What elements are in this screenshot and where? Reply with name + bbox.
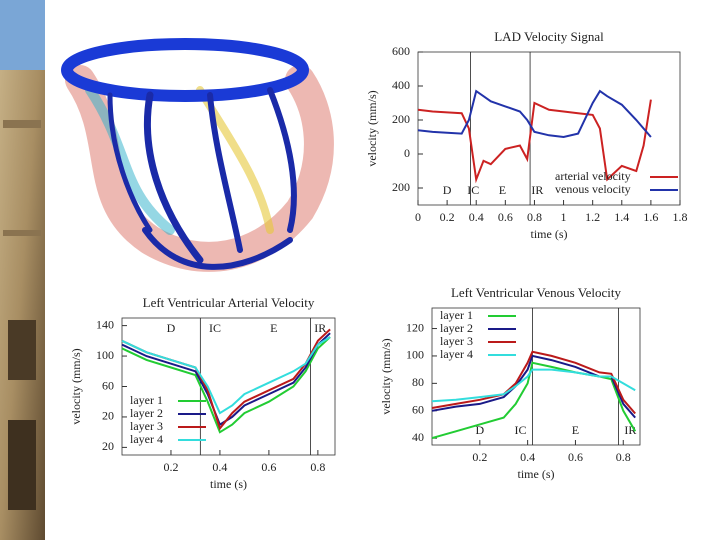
charts: LAD Velocity Signal time (s) velocity (mm/…: [69, 29, 688, 491]
x-axis-label: time (s): [531, 227, 568, 241]
phase-label: E: [270, 321, 277, 335]
phase-label: IC: [467, 183, 479, 197]
y-tick-label: 60: [102, 378, 114, 392]
chart-title: Left Ventricular Arterial Velocity: [143, 295, 315, 310]
y-tick-label: 120: [406, 320, 424, 334]
x-axis-label: time (s): [210, 477, 247, 491]
legend-label: layer 1: [130, 393, 163, 407]
phase-label: E: [572, 423, 579, 437]
x-axis-label: time (s): [518, 467, 555, 481]
phase-label: D: [443, 183, 452, 197]
legend-label: layer 1: [440, 308, 473, 322]
y-axis-label: velocity (mm/s): [69, 348, 83, 424]
phase-label: IC: [514, 423, 526, 437]
y-tick-label: 140: [96, 317, 114, 331]
y-tick-label: 200: [392, 180, 410, 194]
data-line: [121, 336, 331, 434]
chart-title: LAD Velocity Signal: [494, 29, 604, 44]
legend-label: layer 2: [440, 321, 473, 335]
y-tick-label: 20: [102, 409, 114, 423]
y-tick-label: 100: [406, 348, 424, 362]
data-line: [121, 332, 331, 427]
y-tick-label: 600: [392, 44, 410, 58]
y-tick-label: 40: [412, 430, 424, 444]
legend-label: venous velocity: [555, 182, 631, 196]
x-tick-label: 0.8: [310, 460, 325, 474]
y-tick-label: 100: [96, 348, 114, 362]
x-tick-label: 0.8: [616, 450, 631, 464]
plot-frame: [431, 307, 641, 446]
x-tick-label: 1: [561, 210, 567, 224]
y-tick-label: 400: [392, 78, 410, 92]
data-line: [431, 350, 636, 415]
x-tick-label: 0.6: [568, 450, 583, 464]
x-tick-label: 0.6: [498, 210, 513, 224]
y-tick-label: 80: [412, 375, 424, 389]
data-line: [417, 89, 652, 139]
plot-frame: [417, 51, 681, 206]
x-tick-label: 0: [415, 210, 421, 224]
x-tick-label: 0.4: [212, 460, 227, 474]
data-line: [121, 336, 331, 415]
phase-label: D: [475, 423, 484, 437]
y-tick-label: 60: [412, 403, 424, 417]
phase-label: D: [167, 321, 176, 335]
y-tick-label: 200: [392, 112, 410, 126]
x-tick-label: 0.4: [469, 210, 484, 224]
phase-label: IR: [531, 183, 543, 197]
legend-label: layer 2: [130, 406, 163, 420]
y-axis-label: velocity (mm/s): [379, 338, 393, 414]
x-tick-label: 0.2: [163, 460, 178, 474]
x-tick-label: 0.2: [472, 450, 487, 464]
data-line: [431, 368, 636, 403]
x-tick-label: 0.2: [440, 210, 455, 224]
legend-label: layer 4: [440, 347, 473, 361]
legend-label: layer 4: [130, 432, 163, 446]
legend-label: layer 3: [130, 419, 163, 433]
phase-label: IR: [624, 423, 636, 437]
y-tick-label: 0: [404, 146, 410, 160]
phase-label: IC: [209, 321, 221, 335]
chart-title: Left Ventricular Venous Velocity: [451, 285, 622, 300]
x-tick-label: 0.4: [520, 450, 535, 464]
data-line: [431, 361, 637, 440]
data-line: [417, 99, 652, 184]
y-axis-label: velocity (mm/s): [365, 90, 379, 166]
phase-label: E: [499, 183, 506, 197]
y-tick-label: 20: [102, 439, 114, 453]
heart-vessel-image: [61, 38, 334, 272]
legend-label: layer 3: [440, 334, 473, 348]
building-photo: [0, 0, 45, 540]
legend-label: arterial velocity: [555, 169, 631, 183]
x-tick-label: 0.8: [527, 210, 542, 224]
phase-label: IR: [314, 321, 326, 335]
x-tick-label: 1.2: [585, 210, 600, 224]
x-tick-label: 1.4: [614, 210, 629, 224]
x-tick-label: 1.6: [643, 210, 658, 224]
x-tick-label: 0.6: [261, 460, 276, 474]
x-tick-label: 1.8: [673, 210, 688, 224]
